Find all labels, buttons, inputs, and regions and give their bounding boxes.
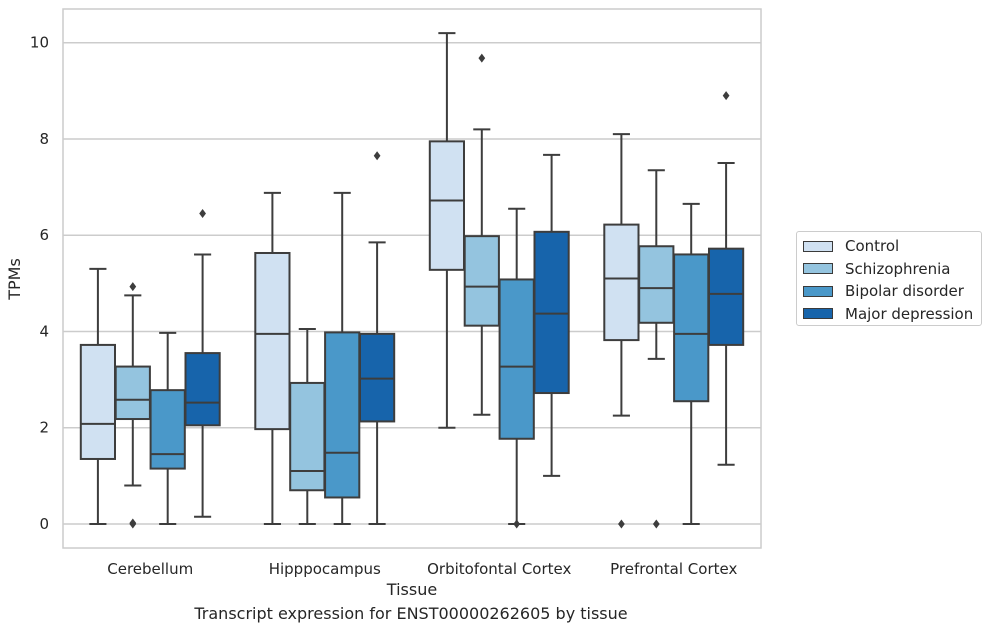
box-hipppocampus-schizophrenia: [289, 328, 326, 525]
box-iqr: [673, 253, 710, 403]
box-cerebellum-bipolar-disorder: [149, 331, 186, 525]
outlier-point: [513, 519, 521, 529]
x-axis-label: Tissue: [386, 580, 437, 599]
box-orbitofontal-cortex-schizophrenia: [463, 53, 500, 416]
y-tick-label: 6: [39, 226, 49, 244]
plot-area-frame: [62, 8, 762, 549]
outlier-point: [129, 282, 137, 292]
outlier-point: [652, 519, 660, 529]
box-iqr: [428, 140, 466, 271]
legend-item-schizophrenia: Schizophrenia: [803, 258, 981, 281]
outlier-point: [478, 53, 486, 63]
outlier-point: [722, 91, 730, 101]
outlier-point: [618, 519, 625, 529]
y-tick-label: 2: [39, 419, 49, 437]
x-tick-label-orbitofontal-cortex: Orbitofontal Cortex: [427, 560, 571, 578]
legend-label-major-depression: Major depression: [845, 304, 974, 323]
y-tick-labels: 0 2 4 6 8 10: [30, 34, 49, 533]
legend-swatch-schizophrenia: [803, 263, 833, 275]
box-iqr: [114, 365, 151, 421]
x-tick-label-cerebellum: Cerebellum: [107, 560, 193, 578]
legend: Control Schizophrenia Bipolar disorder M…: [796, 231, 982, 326]
box-orbitofontal-cortex-bipolar-disorder: [498, 207, 535, 529]
box-iqr: [254, 251, 291, 431]
y-tick-label: 0: [39, 515, 49, 533]
x-tick-label-hipppocampus: Hipppocampus: [269, 560, 381, 578]
y-tick-label: 4: [39, 322, 49, 340]
y-tick-label: 10: [30, 34, 49, 52]
box-hipppocampus-control: [254, 191, 291, 525]
box-prefrontal-cortex-major-depression: [707, 91, 745, 466]
y-axis-label: TPMs: [5, 258, 24, 301]
box-iqr: [324, 331, 361, 499]
x-tick-labels: Cerebellum Hipppocampus Orbitofontal Corte…: [107, 560, 737, 578]
box-prefrontal-cortex-schizophrenia: [638, 169, 675, 529]
box-prefrontal-cortex-control: [603, 133, 640, 529]
box-orbitofontal-cortex-control: [428, 32, 466, 429]
box-iqr: [184, 352, 221, 427]
legend-swatch-bipolar-disorder: [803, 285, 833, 297]
box-iqr: [463, 235, 500, 327]
x-tick-label-prefrontal-cortex: Prefrontal Cortex: [610, 560, 737, 578]
box-cerebellum-major-depression: [184, 209, 221, 518]
legend-swatch-major-depression: [803, 308, 833, 320]
box-orbitofontal-cortex-major-depression: [533, 153, 570, 477]
chart-caption: Transcript expression for ENST0000026260…: [194, 604, 628, 623]
legend-item-control: Control: [803, 235, 981, 258]
box-iqr: [79, 343, 117, 460]
box-cerebellum-control: [79, 267, 117, 525]
box-iqr: [149, 389, 186, 470]
outlier-point: [373, 151, 381, 161]
legend-item-major-depression: Major depression: [803, 303, 981, 326]
box-cerebellum-schizophrenia: [114, 282, 151, 529]
box-prefrontal-cortex-bipolar-disorder: [673, 202, 710, 525]
outlier-point: [199, 209, 206, 219]
legend-item-bipolar-disorder: Bipolar disorder: [803, 280, 981, 303]
box-iqr: [498, 278, 535, 440]
legend-label-schizophrenia: Schizophrenia: [845, 259, 951, 278]
legend-swatch-control: [803, 240, 833, 252]
box-iqr: [603, 223, 640, 342]
box-iqr: [707, 247, 745, 346]
y-tick-label: 8: [39, 130, 49, 148]
box-iqr: [533, 230, 570, 395]
outlier-point: [129, 519, 137, 529]
box-hipppocampus-bipolar-disorder: [324, 191, 361, 525]
boxes-layer: [79, 32, 745, 529]
legend-label-control: Control: [845, 237, 900, 256]
legend-label-bipolar-disorder: Bipolar disorder: [845, 282, 964, 301]
box-hipppocampus-major-depression: [358, 151, 396, 525]
box-iqr: [289, 381, 326, 492]
box-iqr: [638, 245, 675, 324]
